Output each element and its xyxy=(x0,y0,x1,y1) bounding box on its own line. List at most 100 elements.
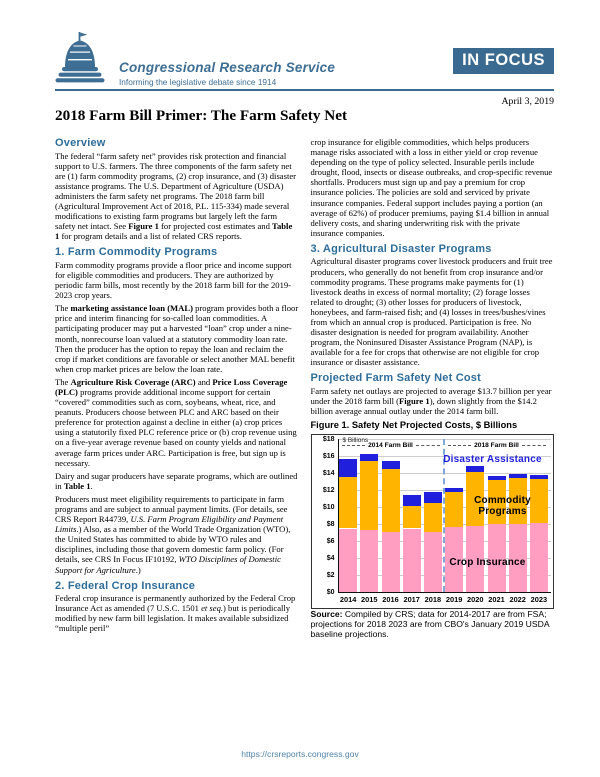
bar-segment xyxy=(423,531,442,593)
footer-link[interactable]: https://crsreports.congress.gov xyxy=(241,749,359,759)
paragraph: Farm safety net outlays are projected to… xyxy=(310,385,552,417)
bar-segment xyxy=(508,524,527,593)
dash-line xyxy=(341,444,366,446)
chart-inline-label: Commodity Programs xyxy=(474,495,531,518)
bar-segment xyxy=(445,491,464,527)
document-header: Congressional Research Service Informing… xyxy=(55,32,554,89)
bar-segment xyxy=(529,479,548,524)
bar-segment xyxy=(445,526,464,593)
figure-source-note: Source: Compiled by CRS; data for 2014-2… xyxy=(310,609,550,640)
y-axis-tick-label: $14 xyxy=(322,469,335,477)
x-axis-tick-label: 2019 xyxy=(445,595,463,605)
x-axis-tick-label: 2015 xyxy=(361,595,378,605)
era-label: 2018 Farm Bill xyxy=(447,441,546,449)
bar-segment xyxy=(466,466,485,473)
section-heading: Projected Farm Safety Net Cost xyxy=(310,372,481,385)
bar-segment xyxy=(529,523,548,593)
bar-segment xyxy=(487,524,506,593)
bar-segment xyxy=(402,505,421,529)
bar-segment xyxy=(423,503,442,532)
y-axis-line xyxy=(337,439,339,593)
era-separator-line xyxy=(442,439,445,593)
figure-title: Figure 1. Safety Net Projected Costs, $ … xyxy=(310,420,518,431)
x-axis-tick-label: 2018 xyxy=(424,595,442,605)
publication-date: April 3, 2019 xyxy=(501,96,554,107)
era-label-text: 2018 Farm Bill xyxy=(474,441,519,449)
header-rule xyxy=(55,89,554,91)
org-name: Congressional Research Service xyxy=(119,60,336,75)
era-label-text: 2014 Farm Bill xyxy=(368,441,413,449)
bar-segment xyxy=(423,491,442,503)
chart-inline-label: Disaster Assistance xyxy=(443,454,542,466)
bar-segment xyxy=(339,528,358,593)
paragraph: crop insurance for eligible commodities,… xyxy=(310,137,553,238)
page-title: 2018 Farm Bill Primer: The Farm Safety N… xyxy=(55,107,347,124)
bar-segment xyxy=(360,530,379,593)
y-axis-tick-label: $6 xyxy=(326,537,335,545)
brand-text: Congressional Research Service Informing… xyxy=(119,60,335,89)
paragraph: The marketing assistance loan (MAL) prog… xyxy=(55,303,299,374)
x-axis-tick-label: 2016 xyxy=(382,595,399,605)
bar-segment xyxy=(508,474,527,479)
paragraph: Dairy and sugar producers have separate … xyxy=(55,470,298,491)
dash-line xyxy=(447,444,472,446)
bar-segment xyxy=(508,478,527,525)
dash-line xyxy=(415,444,440,446)
y-axis-tick-label: $10 xyxy=(322,503,335,511)
y-axis-tick-label: $12 xyxy=(322,486,335,494)
x-axis-line xyxy=(337,592,551,594)
bar-segment xyxy=(360,453,379,462)
figure-1: Figure 1. Safety Net Projected Costs, $ … xyxy=(310,420,555,640)
paragraph: Producers must meet eligibility requirem… xyxy=(55,493,291,575)
x-axis-tick-label: 2021 xyxy=(488,595,505,605)
x-axis-tick-label: 2022 xyxy=(509,595,526,605)
bar-segment xyxy=(487,480,506,525)
bar-segment xyxy=(487,475,506,481)
section-heading: 2. Federal Crop Insurance xyxy=(55,579,196,592)
era-label: 2014 Farm Bill xyxy=(341,441,440,449)
section-heading: 3. Agricultural Disaster Programs xyxy=(310,242,492,255)
y-axis-tick-label: $4 xyxy=(326,554,335,562)
right-column: crop insurance for eligible commodities,… xyxy=(310,137,555,643)
two-column-body: Overview The federal “farm safety net” pr… xyxy=(55,137,554,643)
bar-segment xyxy=(339,458,358,477)
y-axis-tick-label: $0 xyxy=(326,588,335,596)
capitol-dome-icon xyxy=(55,32,105,89)
y-axis-tick-label: $18 xyxy=(322,435,335,443)
bar-segment xyxy=(381,531,400,593)
x-axis-tick-label: 2014 xyxy=(339,595,357,605)
y-axis-tick-label: $2 xyxy=(326,571,335,579)
org-tagline: Informing the legislative debate since 1… xyxy=(119,77,277,87)
paragraph: The Agriculture Risk Coverage (ARC) and … xyxy=(55,376,297,468)
paragraph: Farm commodity programs provide a floor … xyxy=(55,259,292,301)
paragraph: Agricultural disaster programs cover liv… xyxy=(310,256,553,368)
bar-segment xyxy=(466,525,485,593)
y-axis-tick-label: $8 xyxy=(326,520,335,528)
section-heading: 1. Farm Commodity Programs xyxy=(55,246,218,259)
safety-net-projected-costs-chart: $0 $2 $4 $6 $8 $10 $12 $14 $16 $18 $ Billions 2014 … xyxy=(310,434,554,610)
section-heading: Overview xyxy=(55,137,106,149)
in-focus-badge: IN FOCUS xyxy=(453,48,554,74)
paragraph: The federal “farm safety net” provides r… xyxy=(55,150,297,242)
bar-segment xyxy=(466,472,485,526)
chart-inline-label: Crop Insurance xyxy=(449,557,526,569)
paragraph: Federal crop insurance is permanently au… xyxy=(55,593,296,634)
bar-segment xyxy=(402,494,421,506)
bar-segment xyxy=(360,461,379,531)
y-axis-unit-label: $ Billions xyxy=(342,437,369,445)
x-axis-tick-label: 2020 xyxy=(467,595,484,605)
bar-segment xyxy=(402,528,421,593)
bar-segment xyxy=(381,461,400,469)
bar-segment xyxy=(381,469,400,532)
left-column: Overview The federal “farm safety net” pr… xyxy=(55,137,299,643)
page-footer: https://crsreports.congress.gov xyxy=(0,744,600,762)
bar-segment xyxy=(445,487,464,492)
bar-segment xyxy=(529,474,548,480)
bar-segment xyxy=(339,476,358,529)
dash-line xyxy=(521,444,546,446)
x-axis-tick-label: 2017 xyxy=(403,595,420,605)
crs-brand: Congressional Research Service Informing… xyxy=(55,32,335,89)
y-axis-tick-label: $16 xyxy=(322,452,335,460)
x-axis-tick-label: 2023 xyxy=(530,595,548,605)
